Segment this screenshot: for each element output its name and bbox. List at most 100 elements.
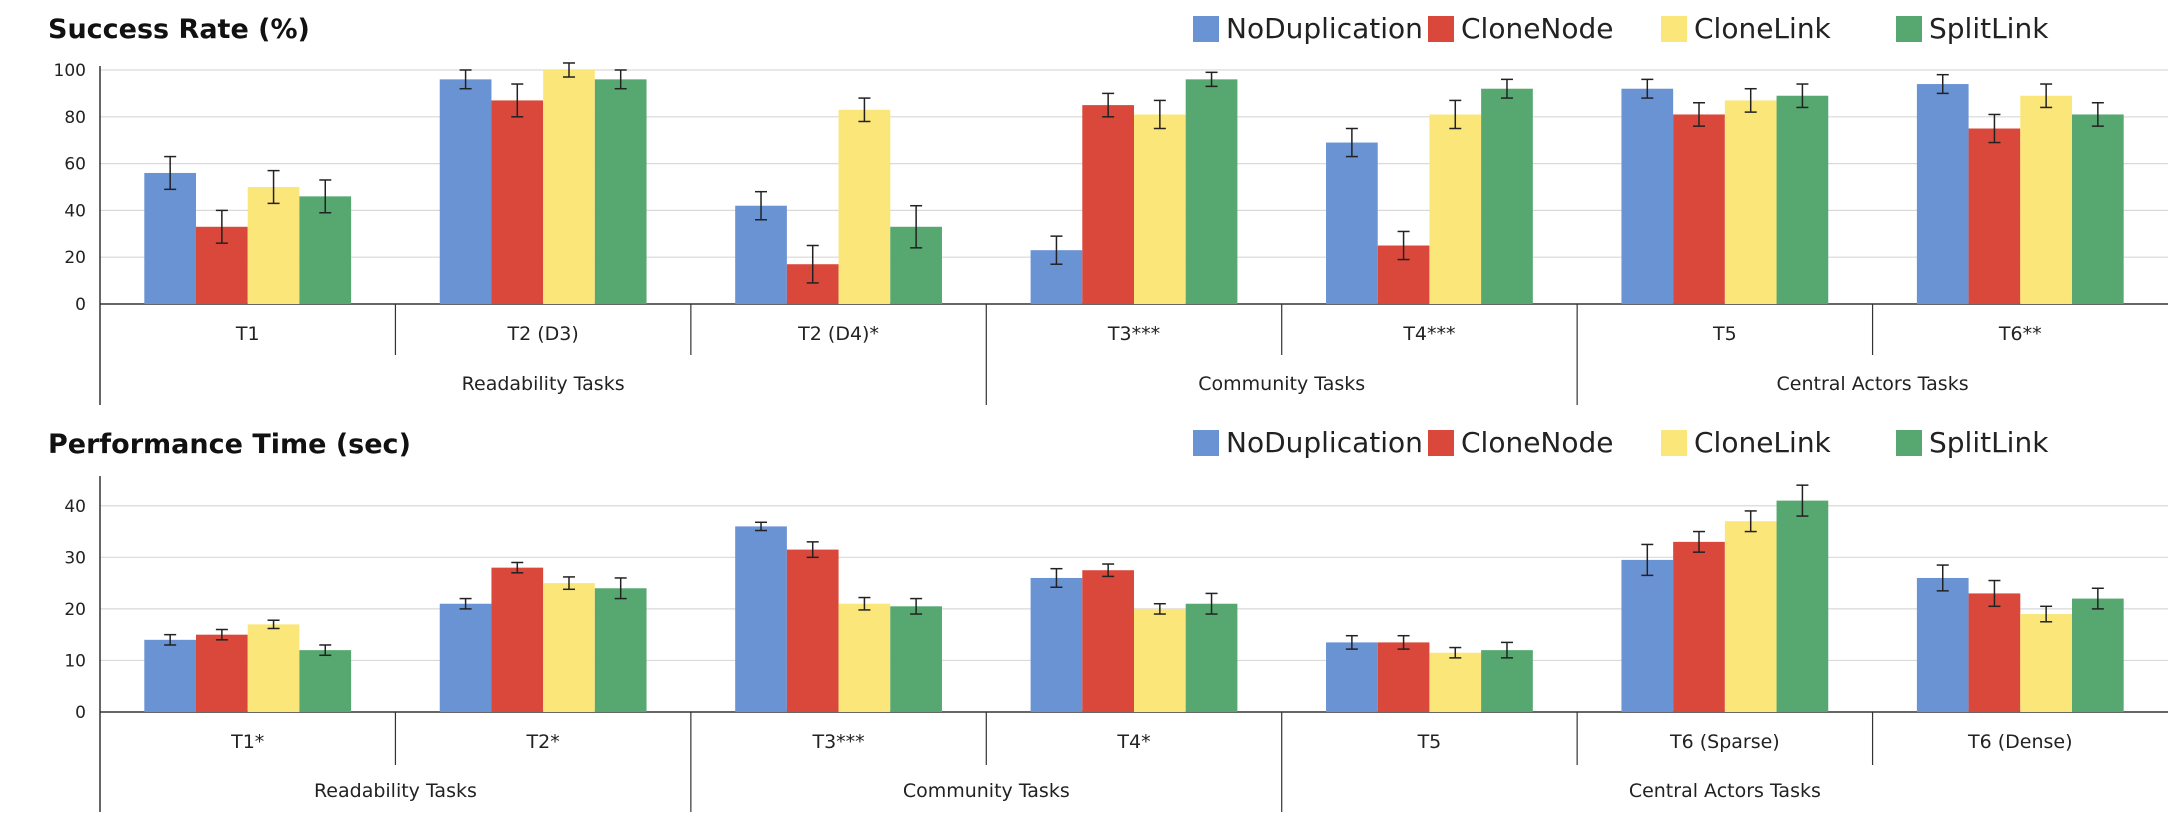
- category-label: T1: [235, 323, 260, 345]
- bar: [1724, 100, 1777, 304]
- error-bar: [562, 576, 575, 591]
- category-label: T4*: [1116, 731, 1150, 753]
- bar: [144, 639, 197, 712]
- bar: [1134, 608, 1186, 712]
- error-bar: [319, 644, 332, 657]
- chart-title: Performance Time (sec): [48, 429, 411, 460]
- error-bar: [1744, 87, 1757, 113]
- bar: [1621, 88, 1674, 304]
- bar: [1968, 128, 2021, 304]
- bar: [594, 588, 647, 712]
- category-label: T3***: [1107, 323, 1160, 345]
- legend-swatch: [1896, 430, 1922, 456]
- bar: [247, 624, 300, 712]
- error-bar: [1796, 484, 1809, 517]
- y-tick-label: 100: [54, 61, 86, 81]
- y-tick-label: 20: [64, 248, 86, 268]
- category-label: T6 (Sparse): [1669, 731, 1780, 753]
- y-tick-label: 10: [64, 651, 86, 671]
- error-bar: [1500, 78, 1513, 99]
- legend-label: CloneLink: [1694, 426, 1832, 459]
- error-bar: [1744, 510, 1757, 533]
- bar: [299, 196, 352, 304]
- error-bar: [1102, 92, 1115, 118]
- error-bar: [614, 577, 627, 600]
- error-bar: [215, 209, 228, 244]
- legend-label: SplitLink: [1929, 12, 2049, 45]
- legend-swatch: [1428, 16, 1454, 42]
- bar: [543, 70, 595, 304]
- error-bar: [1936, 564, 1949, 592]
- bar: [1776, 500, 1829, 712]
- bar: [838, 109, 891, 304]
- error-bar: [1345, 634, 1358, 650]
- error-bar: [164, 155, 177, 191]
- y-tick-label: 60: [64, 155, 86, 175]
- error-bar: [1050, 235, 1063, 265]
- bar: [491, 100, 544, 304]
- bar: [299, 650, 352, 712]
- bar: [491, 567, 544, 712]
- error-bar: [806, 541, 819, 559]
- error-bar: [1988, 113, 2001, 144]
- error-bar: [459, 597, 472, 610]
- error-bar: [1397, 634, 1410, 650]
- y-tick-label: 80: [64, 108, 86, 128]
- bar: [247, 187, 300, 304]
- error-bar: [1693, 530, 1706, 553]
- bar: [2020, 95, 2072, 305]
- error-bar: [1050, 567, 1063, 588]
- bar: [1968, 593, 2021, 712]
- bar: [838, 603, 891, 712]
- category-label: T5: [1417, 731, 1442, 753]
- error-bar: [1449, 99, 1462, 130]
- legend-label: SplitLink: [1929, 426, 2049, 459]
- legend-swatch: [1193, 430, 1219, 456]
- group-label: Community Tasks: [1198, 373, 1365, 395]
- legend-label: CloneNode: [1461, 12, 1614, 45]
- error-bar: [267, 169, 280, 205]
- category-label: T5: [1712, 323, 1737, 345]
- bar: [2020, 614, 2072, 712]
- legend-swatch: [1661, 16, 1687, 42]
- y-tick-label: 30: [64, 548, 86, 568]
- category-label: T4***: [1402, 323, 1455, 345]
- error-bar: [2040, 83, 2053, 109]
- error-bar: [1153, 602, 1166, 615]
- bar: [1082, 105, 1134, 304]
- legend: NoDuplication CloneNode CloneLink SplitLink: [1193, 426, 2049, 459]
- error-bar: [1988, 579, 2001, 608]
- chart-2: Performance Time (sec) NoDuplication Clone…: [48, 426, 2168, 812]
- bar: [1429, 114, 1482, 305]
- error-bar: [164, 633, 177, 646]
- error-bar: [755, 521, 768, 532]
- y-tick-label: 0: [75, 703, 86, 723]
- bar: [1030, 577, 1083, 712]
- bar: [2071, 598, 2124, 712]
- error-bar: [1641, 543, 1654, 577]
- error-bar: [858, 596, 871, 611]
- error-bar: [755, 190, 768, 221]
- error-bar: [319, 179, 332, 214]
- bar: [1326, 142, 1378, 304]
- bar: [1621, 559, 1674, 712]
- error-bar: [1205, 592, 1218, 615]
- legend-swatch: [1193, 16, 1219, 42]
- error-bar: [267, 619, 280, 630]
- error-bar: [511, 83, 524, 118]
- error-bar: [910, 204, 923, 249]
- bar: [890, 606, 942, 712]
- bar: [1185, 79, 1238, 304]
- bar: [2071, 114, 2124, 305]
- bar: [543, 583, 595, 712]
- bar: [1134, 114, 1186, 305]
- legend-swatch: [1661, 430, 1687, 456]
- bar: [1481, 650, 1533, 712]
- error-bar: [1449, 646, 1462, 659]
- legend-label: NoDuplication: [1226, 12, 1423, 45]
- y-tick-label: 40: [64, 497, 86, 517]
- error-bar: [1345, 127, 1358, 158]
- legend-swatch: [1428, 430, 1454, 456]
- bar: [1185, 603, 1238, 712]
- error-bar: [1500, 641, 1513, 659]
